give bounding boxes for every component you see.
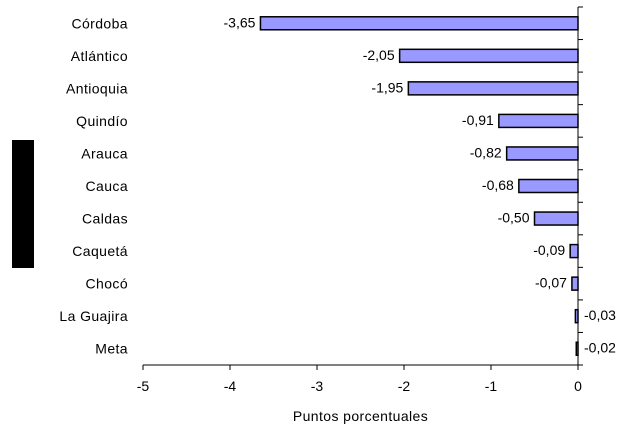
category-label: Cauca xyxy=(86,178,128,194)
value-label: -0,07 xyxy=(535,275,567,291)
side-block xyxy=(12,140,34,268)
x-tick-label: -2 xyxy=(398,378,411,394)
category-label: Antioquia xyxy=(66,80,128,96)
bar xyxy=(498,113,579,129)
value-label: -0,68 xyxy=(482,177,514,193)
category-label: Quindío xyxy=(76,113,128,129)
bar xyxy=(569,243,579,259)
bar xyxy=(259,16,579,31)
x-tick-label: -5 xyxy=(137,378,150,394)
value-label: -2,05 xyxy=(363,47,395,63)
category-label: La Guajira xyxy=(59,308,128,324)
x-tick-label: -3 xyxy=(311,378,324,394)
bar xyxy=(407,81,579,96)
value-label: -0,82 xyxy=(470,144,502,160)
category-label: Meta xyxy=(95,341,128,357)
bar xyxy=(518,178,579,194)
value-label: -0,02 xyxy=(584,340,616,356)
value-label: -3,65 xyxy=(224,14,256,30)
bar xyxy=(398,48,579,64)
x-tick-label: -4 xyxy=(224,378,237,394)
value-label: -0,09 xyxy=(533,242,565,258)
x-tick-label: -1 xyxy=(485,378,498,394)
value-label: -1,95 xyxy=(371,79,403,95)
bar xyxy=(571,276,579,291)
category-label: Arauca xyxy=(81,145,128,161)
category-label: Atlántico xyxy=(71,48,128,64)
x-tick-label: 0 xyxy=(574,378,582,394)
x-axis-label: Puntos porcentuales xyxy=(293,408,428,424)
bar xyxy=(505,146,579,161)
bar xyxy=(533,211,579,226)
category-label: Caldas xyxy=(82,211,128,227)
value-label: -0,03 xyxy=(584,307,616,323)
category-label: Caquetá xyxy=(72,243,128,259)
value-label: -0,91 xyxy=(462,112,494,128)
value-label: -0,50 xyxy=(498,210,530,226)
category-label: Córdoba xyxy=(71,15,128,31)
category-label: Chocó xyxy=(86,276,128,292)
